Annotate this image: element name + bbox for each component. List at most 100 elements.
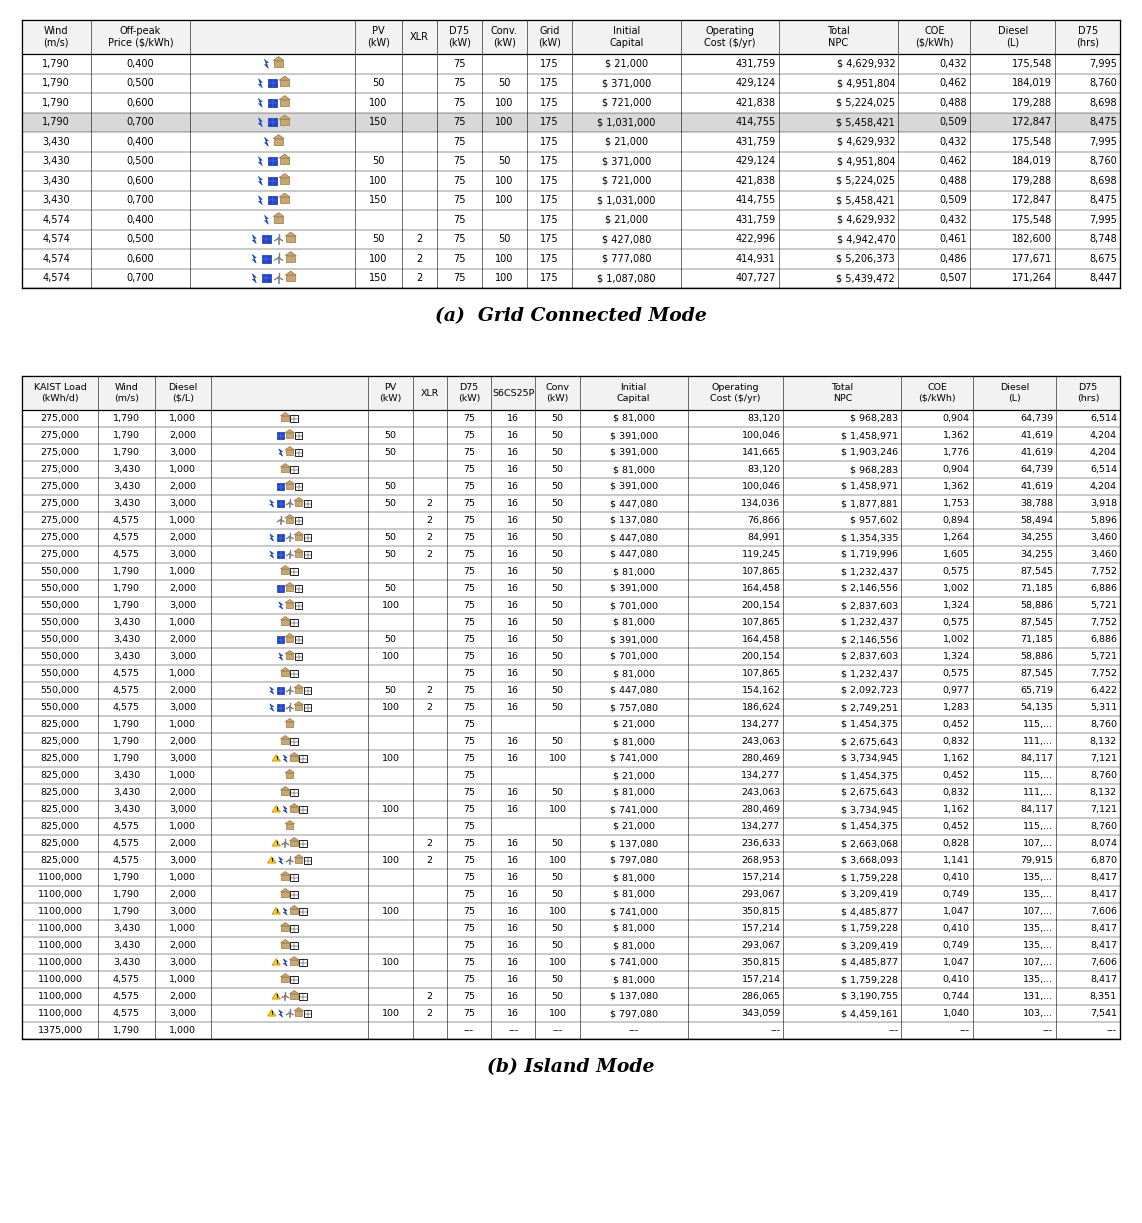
Text: $ 81,000: $ 81,000: [612, 925, 654, 933]
Text: 4,575: 4,575: [113, 839, 140, 848]
Text: 75: 75: [463, 482, 475, 490]
Polygon shape: [289, 905, 299, 909]
Text: $ 137,080: $ 137,080: [610, 516, 658, 525]
Text: 0,575: 0,575: [942, 618, 970, 627]
Text: 50: 50: [552, 635, 563, 645]
Text: 350,815: 350,815: [741, 958, 780, 967]
Bar: [281, 467, 289, 472]
Text: 1,000: 1,000: [169, 669, 196, 678]
Text: 107,...: 107,...: [1023, 907, 1053, 916]
Bar: [295, 653, 303, 659]
Bar: [287, 256, 296, 262]
Text: $ 2,146,556: $ 2,146,556: [842, 635, 899, 645]
Text: 16: 16: [507, 856, 520, 865]
Text: $ 4,485,877: $ 4,485,877: [842, 958, 899, 967]
Polygon shape: [293, 1008, 304, 1011]
Text: 50: 50: [552, 788, 563, 797]
Text: 0,509: 0,509: [940, 117, 967, 127]
Polygon shape: [270, 533, 274, 542]
Text: 243,063: 243,063: [741, 788, 780, 797]
Text: $ 2,675,643: $ 2,675,643: [842, 737, 899, 746]
Text: 75: 75: [463, 686, 475, 695]
Bar: [278, 432, 284, 439]
Text: 182,600: 182,600: [1012, 235, 1052, 245]
Bar: [281, 790, 289, 795]
Text: $ 701,000: $ 701,000: [610, 600, 658, 610]
Text: !: !: [271, 859, 273, 863]
Bar: [262, 254, 271, 263]
Text: 0,600: 0,600: [127, 176, 154, 186]
Polygon shape: [265, 137, 268, 147]
Text: 0,452: 0,452: [942, 770, 970, 780]
Text: 50: 50: [552, 430, 563, 440]
Text: 135,...: 135,...: [1023, 925, 1053, 933]
Text: 5,721: 5,721: [1089, 600, 1117, 610]
Polygon shape: [283, 806, 288, 813]
Text: 50: 50: [385, 585, 396, 593]
Text: 3,000: 3,000: [169, 1009, 196, 1018]
Text: 0,575: 0,575: [942, 567, 970, 576]
Bar: [286, 603, 293, 608]
Text: 50: 50: [385, 499, 396, 508]
Text: 134,277: 134,277: [741, 822, 780, 830]
Text: 16: 16: [507, 703, 520, 712]
Text: 175: 175: [540, 253, 558, 264]
Text: $ 81,000: $ 81,000: [612, 788, 654, 797]
Text: 6,514: 6,514: [1089, 415, 1117, 423]
Text: 50: 50: [372, 235, 385, 245]
Bar: [290, 874, 298, 881]
Text: 0,832: 0,832: [942, 737, 970, 746]
Text: 1,040: 1,040: [942, 1009, 970, 1018]
Text: $ 777,080: $ 777,080: [602, 253, 651, 264]
Text: 0,575: 0,575: [942, 669, 970, 678]
Bar: [281, 943, 289, 948]
Text: $ 447,080: $ 447,080: [610, 686, 658, 695]
Text: $ 21,000: $ 21,000: [612, 822, 654, 830]
Text: 0,432: 0,432: [940, 215, 967, 225]
Text: 50: 50: [552, 415, 563, 423]
Text: $ 3,209,419: $ 3,209,419: [842, 890, 899, 899]
Text: KAIST Load
(kWh/d): KAIST Load (kWh/d): [34, 384, 87, 402]
Text: 3,918: 3,918: [1089, 499, 1117, 508]
Text: 2,000: 2,000: [169, 839, 196, 848]
Text: 1,162: 1,162: [942, 805, 970, 815]
Text: 2,000: 2,000: [169, 686, 196, 695]
Bar: [295, 501, 303, 506]
Text: 100: 100: [496, 117, 514, 127]
Bar: [290, 807, 298, 812]
Text: ---: ---: [508, 1026, 518, 1035]
Text: 179,288: 179,288: [1012, 98, 1052, 108]
Text: 1,002: 1,002: [942, 635, 970, 645]
Polygon shape: [252, 254, 256, 263]
Text: 8,417: 8,417: [1089, 890, 1117, 899]
Text: Operating
Cost ($/yr): Operating Cost ($/yr): [705, 27, 756, 48]
Text: 75: 75: [463, 635, 475, 645]
Text: $ 2,663,068: $ 2,663,068: [842, 839, 899, 848]
Polygon shape: [289, 991, 299, 994]
Text: Diesel
(L): Diesel (L): [998, 27, 1028, 48]
Text: $ 1,759,228: $ 1,759,228: [842, 873, 899, 882]
Text: 1,790: 1,790: [113, 890, 140, 899]
Text: 4,575: 4,575: [113, 975, 140, 985]
Text: 1,790: 1,790: [113, 720, 140, 729]
Text: 16: 16: [507, 550, 520, 559]
Bar: [281, 620, 289, 625]
Text: $ 1,232,437: $ 1,232,437: [842, 567, 899, 576]
Text: Total
NPC: Total NPC: [831, 384, 853, 402]
Text: 3,430: 3,430: [113, 940, 140, 950]
Text: ---: ---: [628, 1026, 638, 1035]
Text: 1,362: 1,362: [942, 482, 970, 490]
Text: 3,430: 3,430: [113, 465, 140, 475]
Text: 1,000: 1,000: [169, 465, 196, 475]
Text: $ 3,209,419: $ 3,209,419: [842, 940, 899, 950]
Text: 1,790: 1,790: [113, 755, 140, 763]
Polygon shape: [279, 115, 290, 119]
Polygon shape: [272, 993, 281, 999]
Text: 75: 75: [463, 770, 475, 780]
Text: ---: ---: [1107, 1026, 1117, 1035]
Text: $ 2,675,643: $ 2,675,643: [842, 788, 899, 797]
Bar: [281, 892, 289, 898]
Text: 407,727: 407,727: [735, 273, 775, 284]
Polygon shape: [281, 939, 290, 943]
Text: 825,000: 825,000: [41, 839, 80, 848]
